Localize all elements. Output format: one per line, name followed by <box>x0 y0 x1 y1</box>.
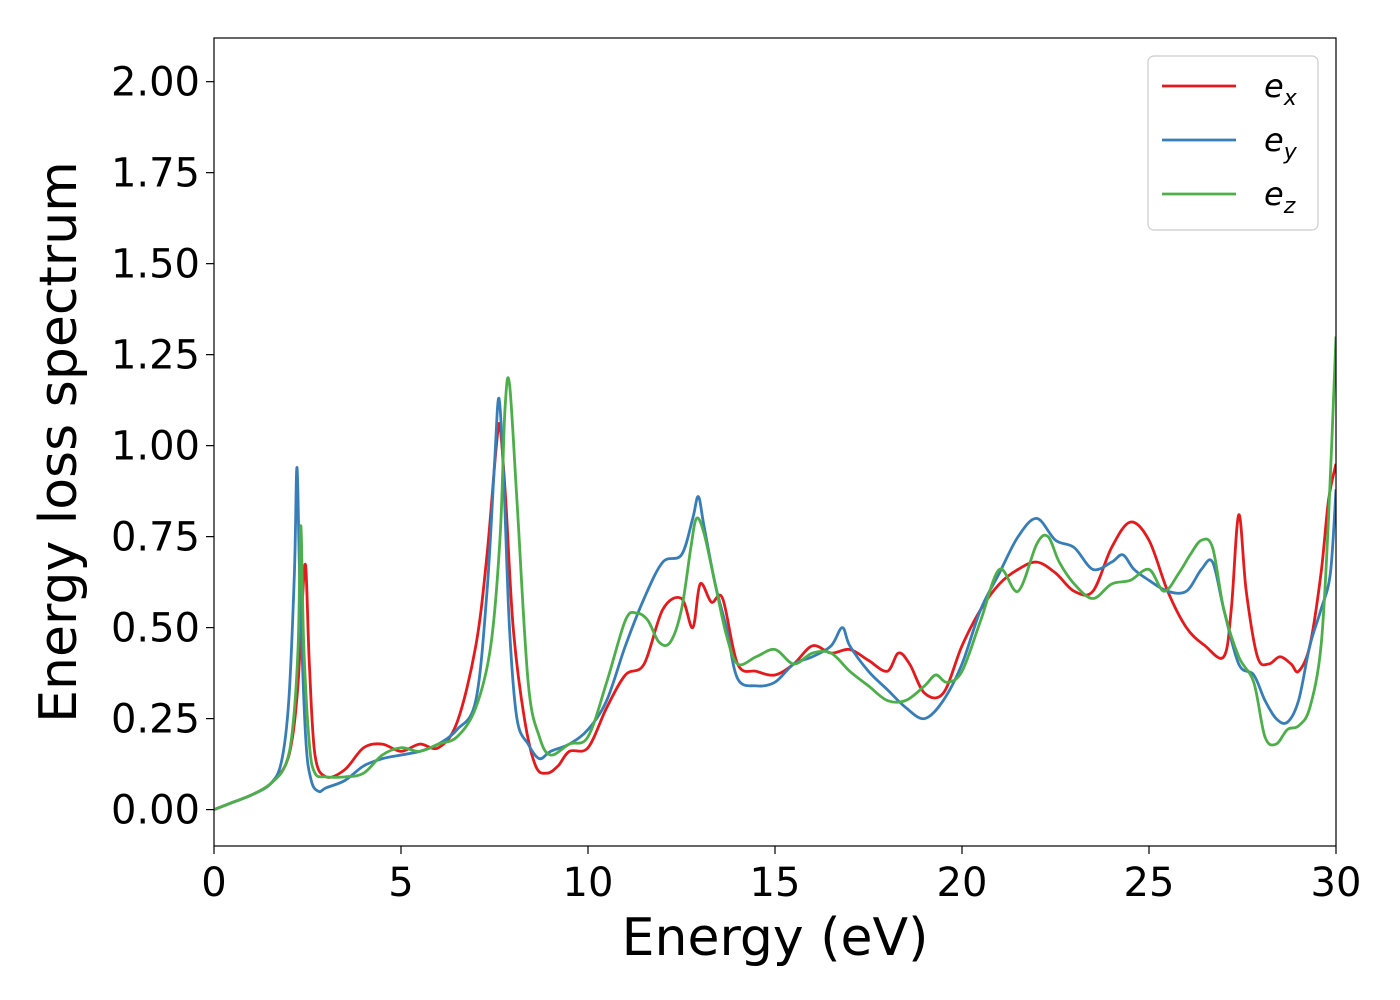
y-tick-label: 1.25 <box>111 333 200 379</box>
legend-label-subscript: z <box>1283 194 1296 219</box>
y-tick-label: 1.75 <box>111 151 200 197</box>
legend-label-y: ey <box>1264 121 1298 165</box>
y-axis: 0.00 0.25 0.50 0.75 1.00 1.25 1.50 1.75 2.00 <box>111 60 214 834</box>
y-tick-label: 0.25 <box>111 697 200 743</box>
legend-label-z: ez <box>1264 175 1296 219</box>
series-line-y <box>214 396 1336 811</box>
legend-label-base: e <box>1264 67 1284 105</box>
legend-label-base: e <box>1264 175 1284 213</box>
y-tick-label: 0.50 <box>111 606 200 652</box>
x-tick-label: 20 <box>937 860 988 906</box>
y-tick-label: 1.00 <box>111 424 200 470</box>
y-axis-title: Energy loss spectrum <box>29 161 89 723</box>
y-tick-label: 0.75 <box>111 515 200 561</box>
series-line-z <box>214 336 1336 811</box>
legend-label-base: e <box>1264 121 1284 159</box>
x-tick-label: 25 <box>1124 860 1175 906</box>
x-tick-label: 15 <box>750 860 801 906</box>
x-tick-label: 0 <box>201 860 226 906</box>
x-axis-title: Energy (eV) <box>622 908 929 968</box>
y-tick-label: 2.00 <box>111 60 200 106</box>
legend-label-subscript: x <box>1283 86 1298 111</box>
legend-label-x: ex <box>1264 67 1298 111</box>
x-tick-label: 5 <box>388 860 413 906</box>
x-axis: 0 5 10 15 20 25 30 <box>201 846 1361 906</box>
legend-label-subscript: y <box>1283 140 1298 165</box>
y-tick-label: 1.50 <box>111 242 200 288</box>
series-line-x <box>214 422 1336 811</box>
legend-box <box>1147 55 1319 231</box>
series-layer <box>214 336 1336 811</box>
x-tick-label: 30 <box>1311 860 1362 906</box>
x-tick-label: 10 <box>563 860 614 906</box>
y-tick-label: 0.00 <box>111 788 200 834</box>
